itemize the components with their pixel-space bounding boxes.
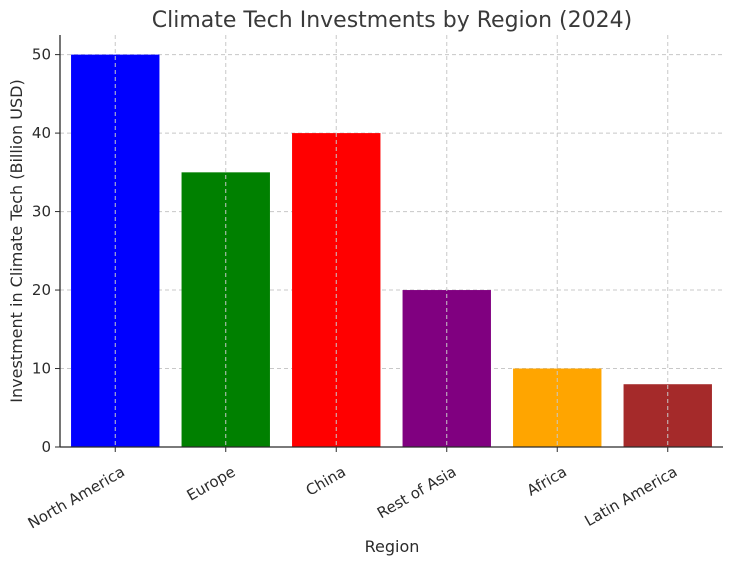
y-tick-label: 20 — [32, 281, 51, 299]
y-tick-label: 50 — [32, 46, 51, 64]
y-tick-label: 10 — [32, 360, 51, 378]
x-axis-label: Region — [365, 537, 420, 556]
x-tick-label: Latin America — [582, 463, 681, 530]
x-tick-label: North America — [25, 463, 128, 533]
x-tick-label: Europe — [184, 463, 239, 505]
chart-title: Climate Tech Investments by Region (2024… — [152, 8, 632, 33]
x-tick-label: Africa — [524, 463, 570, 500]
y-tick-label: 30 — [32, 203, 51, 221]
axes — [55, 35, 723, 452]
y-tick-label: 0 — [41, 438, 51, 456]
y-tick-label: 40 — [32, 124, 51, 142]
x-tick-label: Rest of Asia — [374, 463, 459, 523]
y-axis-label: Investment in Climate Tech (Billion USD) — [7, 79, 26, 402]
bars — [71, 54, 712, 448]
x-tick-label: China — [303, 463, 349, 500]
